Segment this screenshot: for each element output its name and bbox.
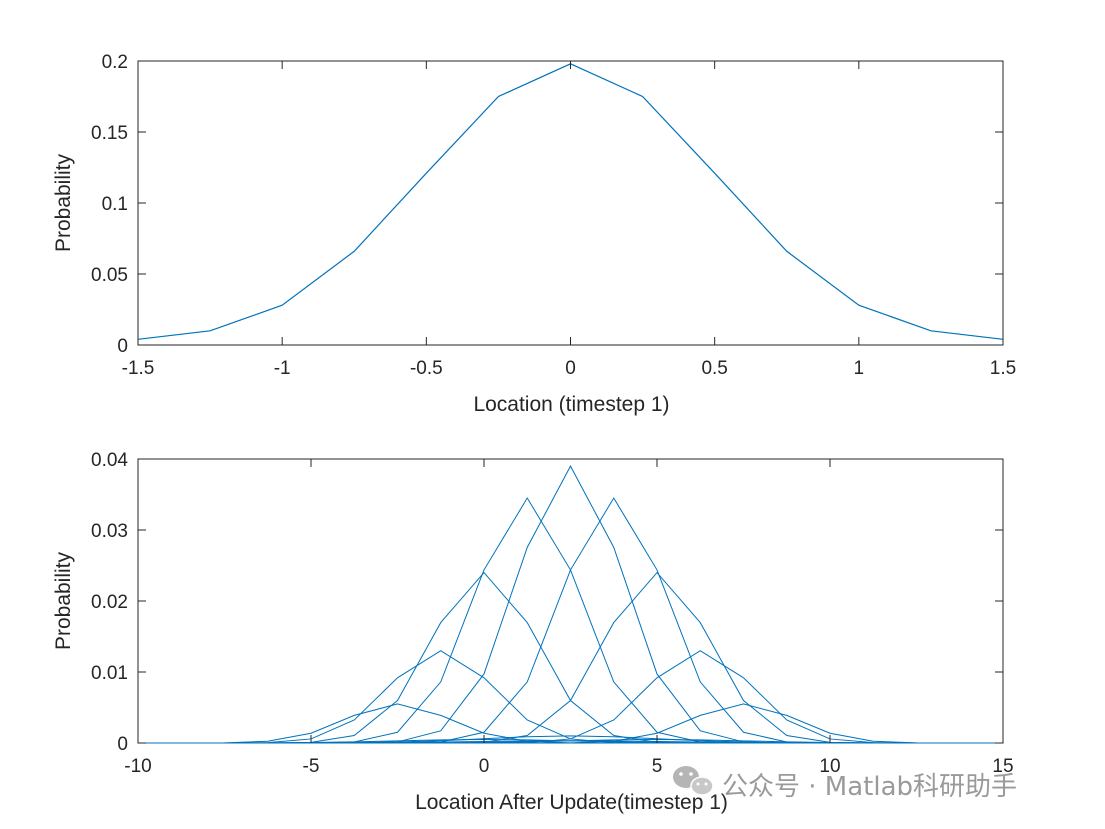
y-tick-label: 0	[117, 336, 128, 357]
x-axis-label: Location After Update(timestep 1)	[415, 791, 728, 814]
watermark-text: 公众号 · Matlab科研助手	[722, 772, 1017, 802]
series-line-12	[138, 740, 1003, 744]
x-axis-label: Location (timestep 1)	[473, 393, 669, 416]
wechat-icon	[673, 766, 714, 796]
y-axis-label: Probability	[52, 551, 75, 650]
x-tick-label: 15	[992, 756, 1013, 777]
x-tick-label: -10	[124, 756, 151, 777]
y-tick-label: 0.03	[91, 521, 128, 542]
x-tick-label: 5	[652, 756, 663, 777]
x-tick-label: 0.5	[701, 358, 727, 379]
x-tick-label: 0	[565, 358, 576, 379]
x-tick-label: -1.5	[122, 358, 155, 379]
y-axis-label: Probability	[52, 153, 75, 252]
y-tick-label: 0.02	[91, 592, 128, 613]
x-tick-label: 10	[819, 756, 840, 777]
watermark: 公众号 · Matlab科研助手	[673, 766, 1017, 802]
y-tick-label: 0.2	[102, 52, 128, 73]
x-tick-label: 0	[479, 756, 490, 777]
x-tick-label: -5	[303, 756, 320, 777]
x-tick-label: 1.5	[990, 358, 1016, 379]
y-tick-label: 0.01	[91, 663, 128, 684]
x-tick-label: -1	[274, 358, 291, 379]
y-tick-label: 0	[117, 734, 128, 755]
y-tick-label: 0.15	[91, 123, 128, 144]
x-tick-label: 1	[854, 358, 865, 379]
y-tick-label: 0.04	[91, 450, 128, 471]
y-tick-label: 0.1	[102, 194, 128, 215]
top-plot: -1.5 -1 -0.5 0 0.5 1 1.5 0 0.05 0.1 0.15 0.2 Locatio…	[52, 52, 1016, 416]
y-tick-label: 0.05	[91, 265, 128, 286]
bottom-plot: -10 -5 0 5 10 15 0 0.01 0.02 0.03 0.04 Location Aft…	[52, 450, 1014, 814]
x-tick-label: -0.5	[410, 358, 443, 379]
